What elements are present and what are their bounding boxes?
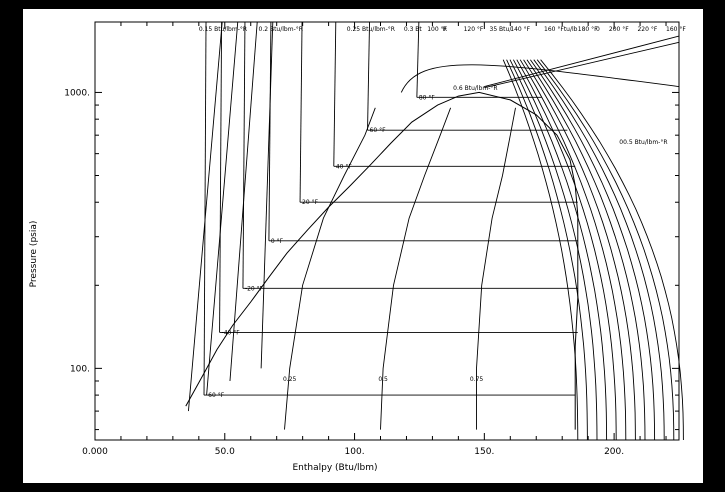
superheat-isotherm: [540, 59, 684, 441]
x-tick-label: 200.: [604, 447, 624, 457]
y-tick-label: 100.: [70, 364, 90, 374]
top-label: 140 °F: [510, 26, 530, 33]
superheat-isotherm: [506, 59, 588, 441]
isotherm-liquid-line: [333, 21, 337, 167]
isotherm-liquid-line: [219, 21, 223, 333]
x-tick-label: 150.: [474, 447, 494, 457]
ph-diagram: 0.000 50.0 100. 150. 200. 100. 1000. -60 °F -40…: [29, 21, 687, 473]
top-label: 180 °F: [578, 26, 598, 33]
x-tick-label: 50.0: [215, 447, 235, 457]
top-label: R: [443, 26, 447, 33]
entropy-line: [187, 21, 223, 412]
isotherm-liquid-line: [268, 21, 272, 241]
y-axis-title: Pressure (psia): [29, 221, 39, 288]
superheat-isotherm: [526, 59, 646, 441]
top-label: 0.15 Btu/lbm-°R: [199, 26, 247, 33]
superheat-isotherm: [519, 59, 627, 441]
quality-label: 0.75: [470, 376, 484, 383]
curves-group: [185, 21, 684, 441]
top-label: 35 Btu/l: [490, 26, 514, 33]
supercritical-line: [484, 35, 680, 88]
isotherm-label: 20 °F: [302, 199, 319, 206]
isotherm-liquid-line: [299, 21, 303, 203]
entropy-line: [260, 21, 274, 369]
superheat-isotherm: [533, 59, 665, 441]
superheat-isotherm: [516, 59, 617, 441]
inner-label: 00.5 Btu/lbm-°R: [619, 139, 667, 146]
supercritical-line-2: [484, 41, 680, 89]
top-label: 220 °F: [637, 26, 657, 33]
superheat-isotherm: [523, 59, 636, 441]
isotherm-label: -20 °F: [245, 285, 264, 292]
axes-group: 0.000 50.0 100. 150. 200. 100. 1000.: [64, 21, 680, 457]
top-label: 160 °Ftu/lb: [544, 26, 578, 33]
top-label: 0.3 Bt: [404, 26, 423, 33]
isotherm-liquid-line: [203, 21, 207, 396]
saturation-dome: [185, 91, 579, 430]
labels-group: -60 °F -40 °F -20 °F 0 °F 20 °F 40 °F 60 °F 80 …: [199, 26, 687, 399]
superheat-isotherm: [530, 59, 656, 441]
quality-line: [284, 107, 376, 430]
plot-panel: 0.000 50.0 100. 150. 200. 100. 1000. -60 °F -40…: [23, 9, 703, 483]
superheat-isotherm: [536, 59, 675, 441]
isotherm-label: 60 °F: [370, 127, 387, 134]
isotherm-label: -40 °F: [222, 329, 241, 336]
top-label: 160 °F: [666, 26, 686, 33]
top-label: 0.2 Btu/lbm-°R: [259, 26, 303, 33]
x-tick-label: 100.: [345, 447, 365, 457]
quality-label: 0.5: [378, 376, 388, 383]
isotherm-label: 0 °F: [271, 238, 284, 245]
top-label: 0: [596, 26, 600, 33]
isotherm-label: 40 °F: [336, 163, 353, 170]
quality-line: [476, 107, 516, 430]
isotherm-liquid-line: [242, 21, 246, 289]
upper-curve: [400, 64, 680, 93]
isotherm-liquid-line: [367, 21, 370, 131]
y-tick-label: 1000.: [64, 88, 90, 98]
top-label: 120 °F: [464, 26, 484, 33]
top-label: 100 °F: [427, 26, 447, 33]
plot-border: [94, 21, 680, 441]
top-label: 200 °F: [609, 26, 629, 33]
inner-label: 0.6 Btu/lbm-°R: [453, 85, 497, 92]
isotherm-label: 80 °F: [419, 94, 436, 101]
superheat-isotherm: [513, 59, 608, 441]
isotherm-liquid-line: [416, 21, 420, 98]
quality-line: [380, 107, 452, 430]
x-axis-title: Enthalpy (Btu/lbm): [293, 463, 378, 473]
top-label: 0.25 Btu/lbm-°R: [347, 26, 395, 33]
quality-label: 0.25: [283, 376, 297, 383]
superheat-isotherm: [509, 59, 598, 441]
isotherm-label: -60 °F: [206, 392, 225, 399]
entropy-line: [206, 21, 239, 396]
superheat-isotherm: [502, 59, 579, 441]
x-tick-label: 0.000: [82, 447, 108, 457]
entropy-line: [229, 21, 258, 382]
